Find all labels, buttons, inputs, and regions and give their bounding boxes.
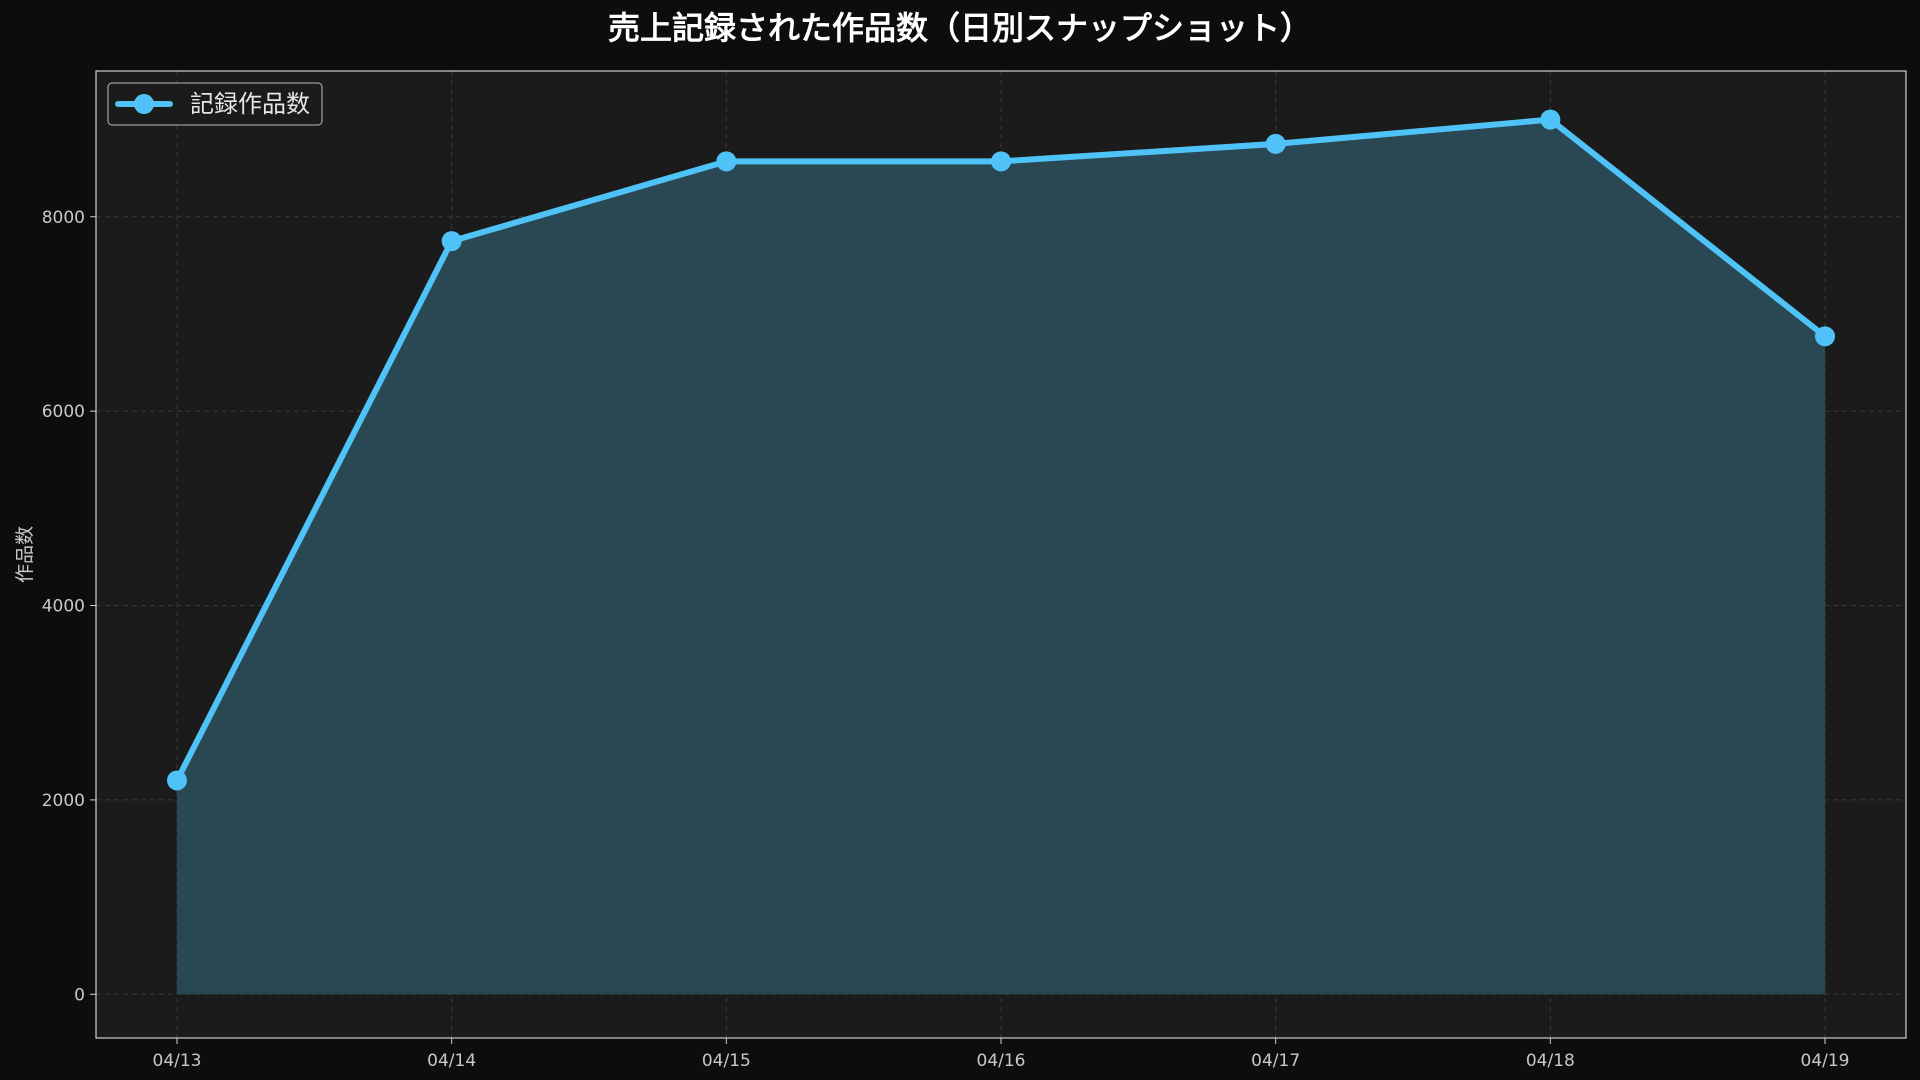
x-tick-label: 04/16 — [977, 1051, 1026, 1071]
y-axis-label: 作品数 — [14, 526, 36, 583]
y-tick-label: 6000 — [42, 402, 85, 422]
y-tick-label: 8000 — [42, 208, 85, 228]
series-area-fill — [177, 119, 1825, 995]
x-tick-label: 04/15 — [702, 1051, 751, 1071]
data-point-marker — [1540, 109, 1561, 130]
data-point-marker — [991, 151, 1011, 172]
x-tick-label: 04/18 — [1526, 1051, 1575, 1071]
x-tick-label: 04/17 — [1251, 1051, 1300, 1071]
y-tick-label: 2000 — [42, 791, 85, 811]
x-tick-label: 04/13 — [153, 1051, 202, 1071]
data-point-marker — [441, 231, 462, 252]
data-point-marker — [1265, 133, 1286, 154]
legend-box — [107, 82, 323, 126]
y-tick-label: 0 — [74, 985, 85, 1005]
x-tick-label: 04/14 — [427, 1051, 476, 1071]
y-tick-label: 4000 — [42, 597, 85, 617]
legend-marker-swatch — [134, 94, 154, 114]
legend: 記録作品数 — [107, 82, 323, 126]
chart-title: 売上記録された作品数（日別スナップショット） — [607, 9, 1312, 47]
x-tick-label: 04/19 — [1801, 1051, 1850, 1071]
data-point-marker — [1815, 326, 1835, 347]
legend-label: 記録作品数 — [190, 90, 310, 118]
data-point-marker — [167, 770, 187, 791]
data-point-marker — [716, 151, 737, 172]
